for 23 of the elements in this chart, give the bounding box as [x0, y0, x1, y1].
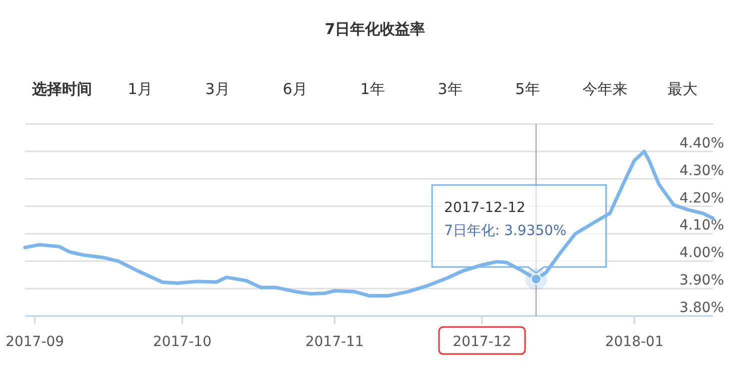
text: 今年来 — [582, 80, 628, 98]
text: 最大 — [668, 80, 698, 98]
x-tick-label: 2017-12 — [452, 334, 512, 350]
x-tick-label: 2017-11 — [305, 334, 364, 350]
y-tick-label: 4.20% — [680, 190, 724, 206]
chart-title: 7日年化收益率 — [324, 20, 426, 38]
y-tick-label: 4.00% — [680, 245, 724, 262]
text: 3年 — [438, 80, 462, 98]
y-tick-label: 4.40% — [680, 135, 724, 152]
y-tick-label: 4.10% — [680, 218, 724, 234]
text: 1月 — [128, 80, 152, 98]
text: 5年 — [515, 80, 540, 98]
annotation: 2017-12-12 7日年化: 3.9350% — [444, 200, 566, 239]
y-tick-label: 4.30% — [680, 162, 724, 179]
text: 3月 — [205, 80, 230, 98]
text: 6月 — [282, 80, 308, 98]
x-tick-label: 2018-01 — [605, 334, 664, 350]
y-tick-label: 3.80% — [680, 300, 724, 316]
x-tick-label: 2017-09 — [6, 334, 64, 350]
text: 1年 — [360, 80, 385, 98]
y-tick-label: 3.90% — [680, 272, 724, 289]
x-tick-label: 2017-10 — [153, 334, 212, 350]
text: 选择时间 — [31, 80, 92, 98]
